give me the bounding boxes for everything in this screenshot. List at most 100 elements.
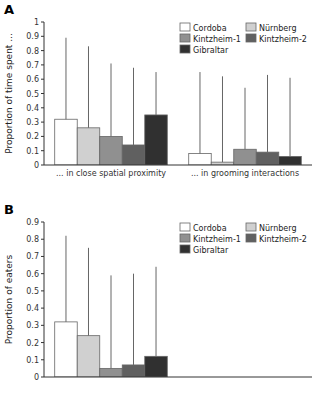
y-tick bbox=[41, 79, 44, 80]
x-axis bbox=[44, 165, 312, 166]
y-tick-label: 0.3 bbox=[26, 118, 39, 127]
y-tick bbox=[41, 36, 44, 37]
y-tick-label: 0.6 bbox=[26, 270, 39, 279]
bar bbox=[77, 336, 100, 377]
y-tick bbox=[41, 64, 44, 65]
legend-label: Nürnberg bbox=[259, 24, 297, 33]
y-tick-label: 0.9 bbox=[26, 218, 39, 227]
legend-label: Nürnberg bbox=[259, 224, 297, 233]
error-bar bbox=[65, 38, 66, 120]
y-tick-label: 0.5 bbox=[26, 90, 39, 99]
y-tick bbox=[41, 325, 44, 326]
x-tick-label: ... in grooming interactions bbox=[191, 169, 299, 178]
bar bbox=[55, 119, 78, 165]
y-tick bbox=[41, 359, 44, 360]
error-bar bbox=[111, 275, 112, 368]
y-axis-label: Proportion of time spent ... bbox=[4, 33, 14, 154]
legend-swatch bbox=[180, 234, 190, 242]
y-tick-label: 0.1 bbox=[26, 356, 39, 365]
y-tick-label: 0.2 bbox=[26, 339, 39, 348]
y-tick bbox=[41, 122, 44, 123]
y-tick-label: 0.8 bbox=[26, 235, 39, 244]
error-bar bbox=[245, 88, 246, 149]
panel: 0 0.1 0.2 0.3 0.4 0.5 0.6 0.7 0.8 0.9 Proportion o… bbox=[4, 202, 312, 382]
y-tick bbox=[41, 290, 44, 291]
panel-letter: B bbox=[4, 202, 14, 217]
y-tick-label: 0.2 bbox=[26, 132, 39, 141]
legend-label: Cordoba bbox=[193, 224, 227, 233]
legend-label: Cordoba bbox=[193, 24, 227, 33]
y-tick-label: 0.7 bbox=[26, 252, 39, 261]
legend-swatch bbox=[180, 223, 190, 231]
bar bbox=[279, 156, 302, 165]
legend-swatch bbox=[180, 245, 190, 253]
panel-letter: A bbox=[4, 2, 14, 17]
legend-label: Kintzheim-1 bbox=[193, 35, 241, 44]
bar bbox=[100, 136, 123, 165]
bar bbox=[100, 368, 123, 377]
figure: 0 0.1 0.2 0.3 0.4 0.5 0.6 0.7 0.8 0.9 1 ... in clos… bbox=[0, 0, 319, 400]
legend-swatch bbox=[246, 223, 256, 231]
y-tick bbox=[41, 22, 44, 23]
y-tick-label: 0.6 bbox=[26, 75, 39, 84]
legend: Cordoba Nürnberg Kintzheim-1 Kintzheim-2 Gib… bbox=[180, 223, 307, 255]
legend-label: Kintzheim-2 bbox=[259, 35, 307, 44]
y-tick bbox=[41, 150, 44, 151]
y-tick-label: 0 bbox=[34, 161, 39, 170]
y-tick-label: 0.8 bbox=[26, 47, 39, 56]
y-tick bbox=[41, 377, 44, 378]
panel: 00.10.20.30.40.50.60.70.80.91... in clos… bbox=[4, 2, 312, 178]
legend-swatch bbox=[246, 34, 256, 42]
bar bbox=[122, 365, 145, 377]
bar bbox=[189, 154, 212, 165]
y-tick-label: 0.4 bbox=[26, 104, 39, 113]
y-tick bbox=[41, 308, 44, 309]
legend-label: Kintzheim-2 bbox=[259, 235, 307, 244]
plot-area bbox=[55, 38, 302, 165]
bar bbox=[55, 322, 78, 377]
y-tick bbox=[41, 239, 44, 240]
legend-swatch bbox=[246, 23, 256, 31]
y-tick-label: 0.5 bbox=[26, 287, 39, 296]
error-bar bbox=[156, 267, 157, 357]
x-axis bbox=[44, 377, 312, 378]
error-bar bbox=[222, 76, 223, 162]
y-tick bbox=[41, 273, 44, 274]
y-axis-label: Proportion of eaters bbox=[4, 255, 14, 345]
bar bbox=[145, 115, 168, 165]
error-bar bbox=[290, 78, 291, 157]
y-tick bbox=[41, 342, 44, 343]
y-tick-label: 0.1 bbox=[26, 147, 39, 156]
y-tick bbox=[41, 136, 44, 137]
error-bar bbox=[133, 68, 134, 145]
error-bar bbox=[111, 63, 112, 136]
y-tick-label: 0 bbox=[34, 373, 39, 382]
legend: CordobaNürnbergKintzheim-1Kintzheim-2Gib… bbox=[180, 23, 307, 55]
bar bbox=[145, 356, 168, 377]
error-bar bbox=[88, 248, 89, 336]
y-tick bbox=[41, 93, 44, 94]
bar bbox=[256, 152, 279, 165]
legend-label: Kintzheim-1 bbox=[193, 235, 241, 244]
y-tick-label: 0.3 bbox=[26, 321, 39, 330]
y-tick bbox=[41, 222, 44, 223]
error-bar bbox=[65, 236, 66, 322]
error-bar bbox=[267, 75, 268, 152]
y-tick bbox=[41, 107, 44, 108]
legend-swatch bbox=[180, 45, 190, 53]
bar bbox=[122, 145, 145, 165]
legend-swatch bbox=[246, 234, 256, 242]
error-bar bbox=[88, 46, 89, 128]
error-bar bbox=[133, 274, 134, 365]
y-tick-label: 0.9 bbox=[26, 32, 39, 41]
y-axis bbox=[44, 222, 45, 377]
y-tick-label: 0.4 bbox=[26, 304, 39, 313]
y-tick bbox=[41, 256, 44, 257]
bar bbox=[77, 128, 100, 165]
legend-swatch bbox=[180, 23, 190, 31]
legend-label: Gibraltar bbox=[193, 246, 229, 255]
plot-area bbox=[55, 236, 168, 377]
y-tick-label: 1 bbox=[34, 18, 39, 27]
y-tick bbox=[41, 165, 44, 166]
x-tick-label: ... in close spatial proximity bbox=[56, 169, 166, 178]
